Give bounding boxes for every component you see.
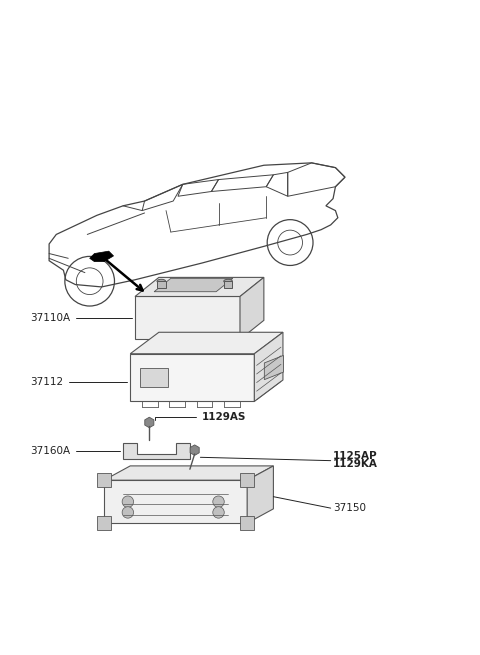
Text: 37160A: 37160A: [30, 446, 120, 456]
Polygon shape: [90, 251, 114, 261]
Text: 37110A: 37110A: [30, 313, 132, 323]
Text: 1125AP: 1125AP: [333, 451, 378, 461]
Polygon shape: [254, 332, 283, 402]
Bar: [140, 368, 168, 387]
Polygon shape: [247, 466, 274, 523]
Polygon shape: [240, 277, 264, 339]
Polygon shape: [104, 466, 274, 480]
Circle shape: [122, 507, 133, 518]
Circle shape: [213, 507, 224, 518]
Text: 1129KA: 1129KA: [333, 459, 378, 470]
Bar: [224, 281, 232, 288]
Polygon shape: [135, 297, 240, 339]
Ellipse shape: [157, 279, 166, 283]
Polygon shape: [154, 278, 233, 291]
Ellipse shape: [224, 279, 232, 283]
Polygon shape: [104, 480, 247, 523]
Circle shape: [213, 496, 224, 508]
Text: 37112: 37112: [30, 377, 128, 387]
Polygon shape: [264, 356, 283, 380]
Polygon shape: [123, 443, 190, 458]
Polygon shape: [135, 277, 264, 297]
Bar: [240, 516, 254, 531]
Text: 1129AS: 1129AS: [155, 412, 246, 422]
Polygon shape: [130, 354, 254, 402]
Bar: [97, 473, 111, 487]
Bar: [97, 516, 111, 531]
Polygon shape: [130, 332, 283, 354]
Circle shape: [122, 496, 133, 508]
Bar: [240, 473, 254, 487]
Bar: [157, 281, 166, 288]
Text: 37150: 37150: [333, 503, 366, 513]
